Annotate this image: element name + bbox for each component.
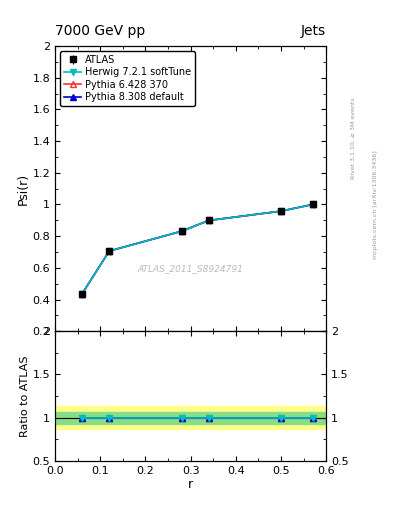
Legend: ATLAS, Herwig 7.2.1 softTune, Pythia 6.428 370, Pythia 8.308 default: ATLAS, Herwig 7.2.1 softTune, Pythia 6.4… [60, 51, 195, 106]
Pythia 6.428 370 [107, 248, 112, 254]
Pythia 6.428 370 [310, 201, 315, 207]
Text: 7000 GeV pp: 7000 GeV pp [55, 25, 145, 38]
Bar [55, 412, 326, 423]
Pythia 6.428 370 [179, 228, 184, 234]
Line: Herwig 7.2.1 softTune: Herwig 7.2.1 softTune [79, 202, 316, 296]
Pythia 6.428 370 [279, 208, 283, 214]
Text: Jets: Jets [301, 25, 326, 38]
Pythia 6.428 370 [206, 218, 211, 224]
Pythia 8.308 default [179, 228, 184, 234]
Herwig 7.2.1 softTune [206, 218, 211, 224]
Pythia 8.308 default [310, 201, 315, 207]
Y-axis label: Ratio to ATLAS: Ratio to ATLAS [20, 355, 30, 437]
Pythia 8.308 default [279, 208, 283, 214]
Pythia 8.308 default [206, 218, 211, 224]
Herwig 7.2.1 softTune [179, 228, 184, 234]
X-axis label: r: r [188, 478, 193, 492]
Y-axis label: Psi(r): Psi(r) [17, 173, 29, 205]
Herwig 7.2.1 softTune [107, 248, 112, 254]
Herwig 7.2.1 softTune [310, 201, 315, 207]
Text: ATLAS_2011_S8924791: ATLAS_2011_S8924791 [138, 264, 244, 273]
Text: Rivet 3.1.10, ≥ 3M events: Rivet 3.1.10, ≥ 3M events [351, 97, 356, 179]
Bar [55, 407, 326, 429]
Line: Pythia 6.428 370: Pythia 6.428 370 [79, 201, 316, 297]
Text: mcplots.cern.ch [arXiv:1306.3436]: mcplots.cern.ch [arXiv:1306.3436] [373, 151, 378, 259]
Pythia 6.428 370 [80, 291, 84, 297]
Pythia 8.308 default [107, 248, 112, 254]
Herwig 7.2.1 softTune [279, 208, 283, 214]
Line: Pythia 8.308 default: Pythia 8.308 default [79, 202, 316, 296]
Herwig 7.2.1 softTune [80, 291, 84, 297]
Pythia 8.308 default [80, 291, 84, 297]
